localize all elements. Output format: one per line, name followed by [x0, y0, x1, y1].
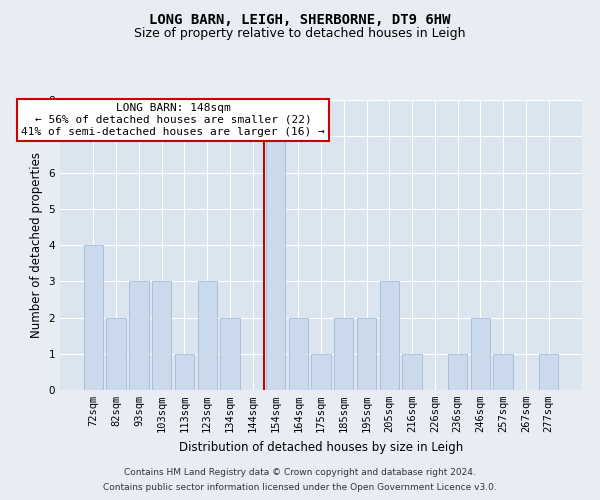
Bar	[448, 354, 467, 390]
Text: LONG BARN, LEIGH, SHERBORNE, DT9 6HW: LONG BARN, LEIGH, SHERBORNE, DT9 6HW	[149, 12, 451, 26]
Bar	[334, 318, 353, 390]
X-axis label: Distribution of detached houses by size in Leigh: Distribution of detached houses by size …	[179, 440, 463, 454]
Text: LONG BARN: 148sqm
← 56% of detached houses are smaller (22)
41% of semi-detached: LONG BARN: 148sqm ← 56% of detached hous…	[21, 104, 325, 136]
Text: Contains public sector information licensed under the Open Government Licence v3: Contains public sector information licen…	[103, 483, 497, 492]
Bar	[175, 354, 194, 390]
Bar	[129, 281, 149, 390]
Text: Contains HM Land Registry data © Crown copyright and database right 2024.: Contains HM Land Registry data © Crown c…	[124, 468, 476, 477]
Bar	[380, 281, 399, 390]
Bar	[357, 318, 376, 390]
Bar	[311, 354, 331, 390]
Bar	[266, 136, 285, 390]
Text: Size of property relative to detached houses in Leigh: Size of property relative to detached ho…	[134, 28, 466, 40]
Bar	[220, 318, 239, 390]
Bar	[106, 318, 126, 390]
Bar	[289, 318, 308, 390]
Bar	[403, 354, 422, 390]
Bar	[197, 281, 217, 390]
Bar	[84, 245, 103, 390]
Y-axis label: Number of detached properties: Number of detached properties	[30, 152, 43, 338]
Bar	[470, 318, 490, 390]
Bar	[539, 354, 558, 390]
Bar	[152, 281, 172, 390]
Bar	[493, 354, 513, 390]
